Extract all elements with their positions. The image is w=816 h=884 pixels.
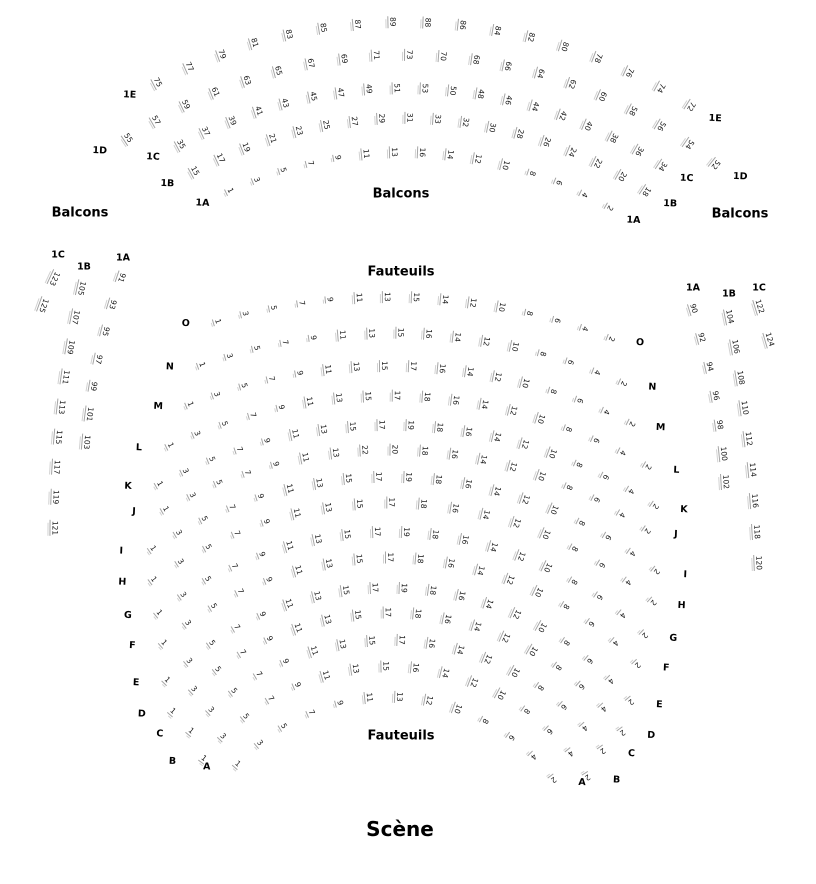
seat-side-right-1A-102[interactable]: 102 bbox=[718, 473, 731, 491]
side-section-label-right-1C: 1C bbox=[752, 282, 766, 294]
seat-side-left-1B-121[interactable]: 121 bbox=[47, 519, 60, 537]
side-section-label-right-1B: 1B bbox=[722, 288, 736, 300]
seat-side-left-1B-109[interactable]: 109 bbox=[62, 338, 76, 356]
seat-side-right-1B-104[interactable]: 104 bbox=[721, 307, 736, 326]
seat-side-left-1C-123[interactable]: 123 bbox=[45, 268, 62, 288]
seat-side-right-1B-118[interactable]: 118 bbox=[749, 523, 762, 541]
orchestra-title-top: Fauteuils bbox=[367, 264, 435, 280]
seat-side-left-1A-93[interactable]: 93 bbox=[104, 297, 119, 312]
seat-side-right-1B-116[interactable]: 116 bbox=[747, 492, 760, 510]
orchestra-title-bottom: Fauteuils bbox=[367, 728, 435, 744]
seat-side-left-1A-91[interactable]: 91 bbox=[113, 270, 128, 285]
balcony-title-right: Balcons bbox=[711, 206, 769, 222]
stage-label: Scène bbox=[366, 817, 434, 841]
seat-side-right-1B-106[interactable]: 106 bbox=[727, 338, 741, 356]
seat-side-left-1C-125[interactable]: 125 bbox=[34, 295, 51, 315]
seat-side-left-1B-105[interactable]: 105 bbox=[73, 279, 88, 298]
balcony-title-center: Balcons bbox=[372, 186, 430, 202]
seat-side-left-1A-103[interactable]: 103 bbox=[79, 433, 92, 451]
seat-side-right-1A-100[interactable]: 100 bbox=[715, 444, 729, 463]
seat-side-right-1B-110[interactable]: 110 bbox=[737, 399, 751, 417]
seat-side-right-1B-108[interactable]: 108 bbox=[732, 368, 746, 387]
seat-side-right-1A-96[interactable]: 96 bbox=[707, 389, 721, 403]
seat-side-right-1A-92[interactable]: 92 bbox=[694, 331, 708, 345]
seat-side-left-1B-119[interactable]: 119 bbox=[48, 489, 60, 506]
side-section-label-left-1C: 1C bbox=[51, 249, 65, 261]
seat-side-left-1B-113[interactable]: 113 bbox=[54, 397, 68, 416]
seat-side-right-1B-120[interactable]: 120 bbox=[751, 554, 764, 572]
seat-side-right-1A-90[interactable]: 90 bbox=[685, 301, 700, 316]
side-section-label-left-1B: 1B bbox=[77, 261, 91, 273]
seat-side-left-1A-95[interactable]: 95 bbox=[97, 324, 111, 339]
seat-side-left-1A-97[interactable]: 97 bbox=[91, 352, 105, 366]
seat-side-left-1A-101[interactable]: 101 bbox=[81, 405, 95, 423]
seat-side-right-1C-122[interactable]: 122 bbox=[750, 297, 766, 317]
seat-side-right-1C-124[interactable]: 124 bbox=[760, 330, 776, 350]
seat-side-right-1A-98[interactable]: 98 bbox=[712, 418, 725, 432]
balcony-title-left: Balcons bbox=[51, 205, 109, 221]
seat-side-right-1B-114[interactable]: 114 bbox=[744, 461, 758, 479]
seat-side-right-1A-94[interactable]: 94 bbox=[701, 360, 715, 374]
side-section-label-left-1A: 1A bbox=[116, 252, 130, 264]
seat-side-left-1B-111[interactable]: 111 bbox=[57, 368, 71, 386]
seat-side-left-1B-115[interactable]: 115 bbox=[51, 428, 64, 446]
seat-side-left-1B-117[interactable]: 117 bbox=[49, 458, 62, 476]
seat-side-left-1A-99[interactable]: 99 bbox=[86, 380, 99, 393]
seat-side-left-1B-107[interactable]: 107 bbox=[67, 308, 82, 327]
seat-side-right-1B-112[interactable]: 112 bbox=[741, 430, 755, 448]
side-section-label-right-1A: 1A bbox=[686, 282, 700, 294]
